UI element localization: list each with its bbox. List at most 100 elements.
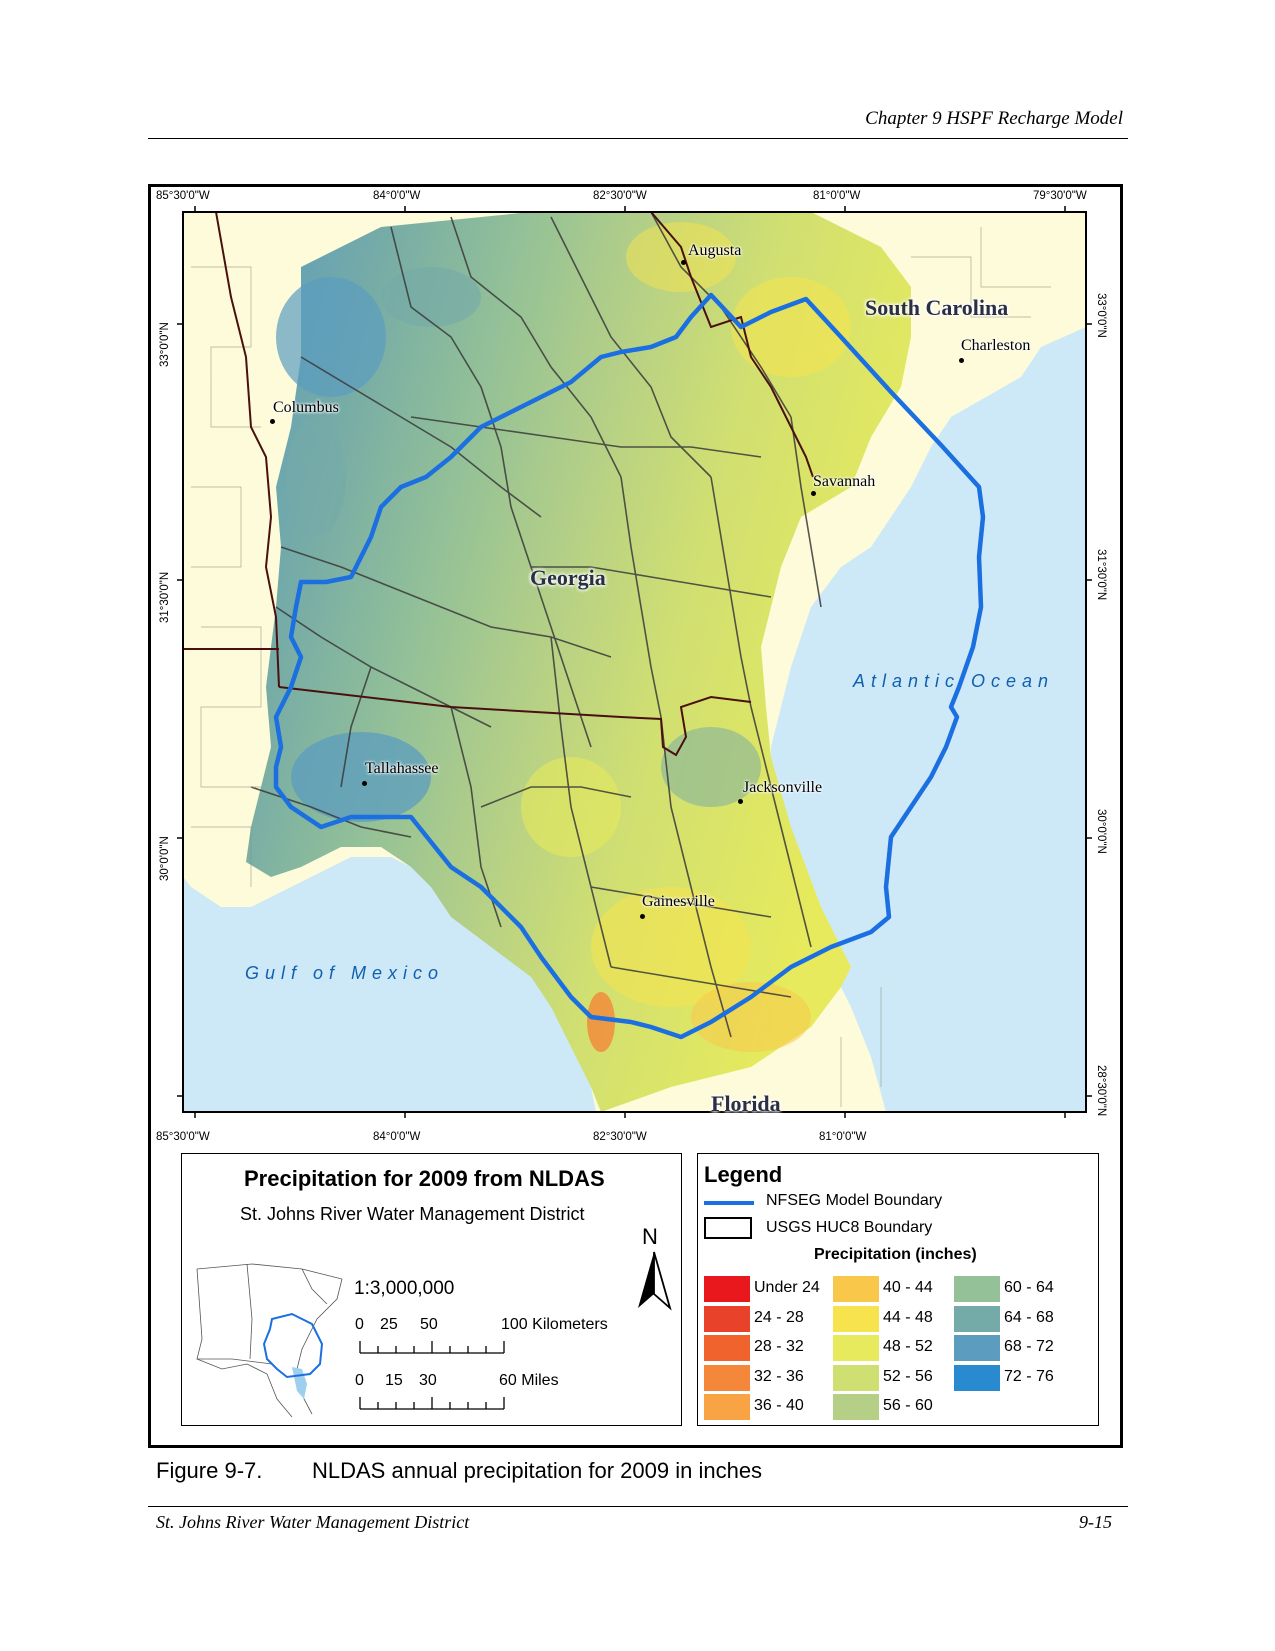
page-number: 9-15 <box>1079 1512 1112 1532</box>
north-arrow-icon <box>638 1251 672 1311</box>
legend-swatch <box>954 1305 1000 1332</box>
lat-label-right: 33°0'0"N <box>1095 293 1107 338</box>
chapter-title: Chapter 9 HSPF Recharge Model <box>865 108 1123 129</box>
legend-swatch <box>833 1305 879 1332</box>
legend-class-label: 48 - 52 <box>883 1338 933 1355</box>
city-label-jacksonville: Jacksonville <box>743 779 823 796</box>
legend-label-huc: USGS HUC8 Boundary <box>766 1219 933 1236</box>
legend-swatch <box>954 1276 1000 1302</box>
lat-label-right: 28°30'0"N <box>1095 1065 1107 1117</box>
legend-label-model-boundary: NFSEG Model Boundary <box>766 1192 943 1209</box>
legend-class-label: 44 - 48 <box>883 1308 933 1326</box>
scale-km-0: 0 <box>355 1316 364 1333</box>
state-label-georgia: Georgia <box>530 565 606 590</box>
north-arrow-label: N <box>642 1224 658 1249</box>
scale-km-100: 100 Kilometers <box>501 1316 608 1333</box>
figure-number: Figure 9-7. <box>156 1458 263 1483</box>
city-marker <box>681 260 686 265</box>
lon-label-bottom: 85°30'0"W <box>156 1131 210 1143</box>
figure-frame: 85°30'0"W 84°0'0"W 82°30'0"W 81°0'0"W 79… <box>148 184 1123 1448</box>
city-label-augusta: Augusta <box>688 242 742 259</box>
lon-label-top: 84°0'0"W <box>373 190 421 202</box>
lat-label-left: 31°30'0"N <box>159 571 171 623</box>
scale-bar-km <box>359 1341 505 1354</box>
state-label-south-carolina: South Carolina <box>865 295 1009 320</box>
legend-class-label: 60 - 64 <box>1004 1279 1054 1296</box>
city-marker <box>811 491 816 496</box>
legend-line-model-boundary <box>704 1201 754 1205</box>
city-label-savannah: Savannah <box>813 473 876 490</box>
footer-organization: St. Johns River Water Management Distric… <box>156 1512 470 1532</box>
legend-class-label: 24 - 28 <box>754 1308 804 1326</box>
legend-class-label: Under 24 <box>754 1279 820 1296</box>
nfseg-model-boundary <box>273 292 986 1040</box>
lat-label-right: 31°30'0"N <box>1095 549 1107 601</box>
state-label-florida: Florida <box>711 1091 781 1116</box>
city-marker <box>959 358 964 363</box>
city-label-gainesville: Gainesville <box>642 893 715 910</box>
city-marker <box>270 419 275 424</box>
figure-caption: NLDAS annual precipitation for 2009 in i… <box>312 1458 763 1483</box>
lon-label-top: 79°30'0"W <box>1033 190 1087 202</box>
precipitation-map <box>177 206 1092 1118</box>
legend-class-label: 68 - 72 <box>1004 1338 1054 1355</box>
lat-label-left: 33°0'0"N <box>159 322 171 367</box>
legend-class-label: 64 - 68 <box>1004 1308 1054 1326</box>
water-label-gulf: Gulf of Mexico <box>245 963 445 983</box>
legend-class-label: 36 - 40 <box>754 1397 804 1414</box>
lon-label-bottom: 81°0'0"W <box>819 1131 867 1143</box>
lon-label-top: 85°30'0"W <box>156 190 210 202</box>
water-label-atlantic: Atlantic Ocean <box>853 671 1055 691</box>
lat-label-left: 30°0'0"N <box>159 836 171 881</box>
legend-swatch <box>833 1394 879 1420</box>
scale-mi-0: 0 <box>355 1372 364 1389</box>
scale-km-50: 50 <box>420 1316 438 1333</box>
legend-swatch <box>833 1364 879 1391</box>
scale-mi-30: 30 <box>419 1372 437 1389</box>
precip-surface <box>246 212 911 1112</box>
legend-swatch <box>833 1335 879 1361</box>
legend-class-label: 52 - 56 <box>883 1367 933 1385</box>
lon-label-top: 81°0'0"W <box>813 190 861 202</box>
legend-swatch <box>704 1394 750 1420</box>
legend-heading: Legend <box>704 1162 783 1187</box>
map-neatline <box>182 211 1087 1113</box>
city-marker <box>362 781 367 786</box>
title-panel: Precipitation for 2009 from NLDAS St. Jo… <box>181 1153 682 1426</box>
legend-swatch <box>954 1335 1000 1361</box>
scale-km-25: 25 <box>380 1316 398 1333</box>
city-marker <box>738 799 743 804</box>
footer-rule <box>148 1506 1128 1507</box>
legend-class-label: 40 - 44 <box>883 1279 933 1296</box>
city-label-tallahassee: Tallahassee <box>365 760 439 777</box>
lon-label-bottom: 84°0'0"W <box>373 1131 421 1143</box>
legend-panel: Legend NFSEG Model Boundary USGS HUC8 Bo… <box>697 1153 1099 1426</box>
scale-bar-miles <box>359 1397 505 1410</box>
lon-label-bottom: 82°30'0"W <box>593 1131 647 1143</box>
legend-class-label: 56 - 60 <box>883 1397 933 1414</box>
map-subtitle: St. Johns River Water Management Distric… <box>240 1204 585 1224</box>
legend-swatch <box>704 1305 750 1332</box>
legend-swatch <box>954 1364 1000 1391</box>
legend-swatch <box>833 1276 879 1302</box>
scale-ratio: 1:3,000,000 <box>354 1278 455 1299</box>
city-label-columbus: Columbus <box>273 399 339 416</box>
lon-label-top: 82°30'0"W <box>593 190 647 202</box>
legend-class-label: 32 - 36 <box>754 1367 804 1385</box>
legend-swatch <box>704 1276 750 1302</box>
state-boundaries <box>183 212 814 757</box>
legend-swatch <box>704 1364 750 1391</box>
map-title: Precipitation for 2009 from NLDAS <box>244 1166 605 1191</box>
scale-mi-60: 60 Miles <box>499 1372 559 1389</box>
locator-inset-map <box>196 1263 343 1418</box>
scale-mi-15: 15 <box>385 1372 403 1389</box>
lat-label-right: 30°0'0"N <box>1095 809 1107 854</box>
city-marker <box>640 914 645 919</box>
legend-box-huc <box>704 1217 752 1239</box>
city-label-charleston: Charleston <box>961 337 1031 354</box>
header-rule <box>148 138 1128 139</box>
legend-precip-heading: Precipitation (inches) <box>814 1246 977 1263</box>
legend-class-label: 72 - 76 <box>1004 1367 1054 1385</box>
legend-swatch <box>704 1335 750 1361</box>
legend-class-label: 28 - 32 <box>754 1338 804 1355</box>
